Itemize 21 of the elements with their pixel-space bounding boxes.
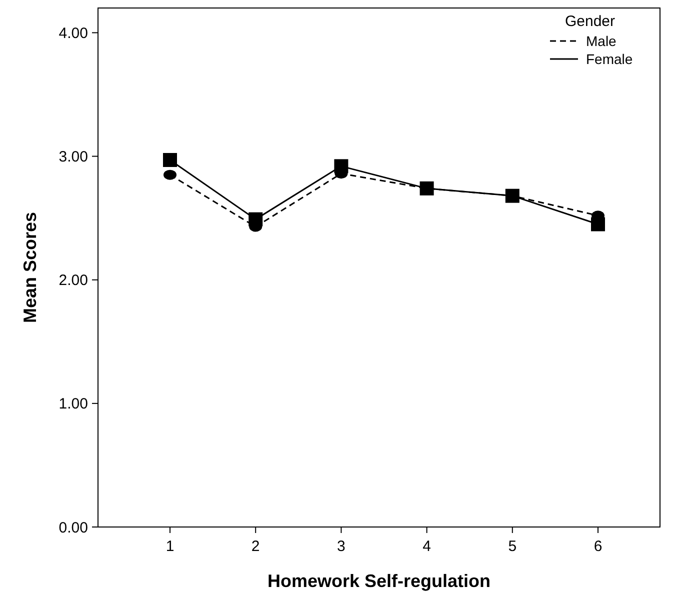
x-tick-label: 5 (508, 538, 517, 555)
x-tick-label: 4 (422, 538, 431, 555)
point (248, 212, 263, 226)
point (164, 170, 176, 180)
point (334, 159, 348, 174)
y-axis-title: Mean Scores (20, 212, 40, 324)
y-tick-label: 4.00 (58, 24, 88, 42)
x-tick-label: 1 (166, 538, 174, 555)
x-tick-label: 6 (594, 538, 602, 555)
legend-label: Female (586, 51, 633, 67)
y-tick-label: 1.00 (58, 396, 88, 413)
x-tick-label: 2 (251, 538, 260, 555)
y-tick-label: 0.00 (58, 519, 88, 536)
y-tick-label: 2.00 (58, 272, 88, 290)
x-tick-label: 3 (337, 538, 346, 555)
legend-title: Gender (564, 13, 616, 30)
point (591, 217, 605, 232)
legend-label: Male (586, 33, 617, 49)
point (163, 152, 177, 167)
y-tick-label: 3.00 (58, 148, 88, 166)
x-axis-title: Homework Self-regulation (267, 571, 491, 591)
